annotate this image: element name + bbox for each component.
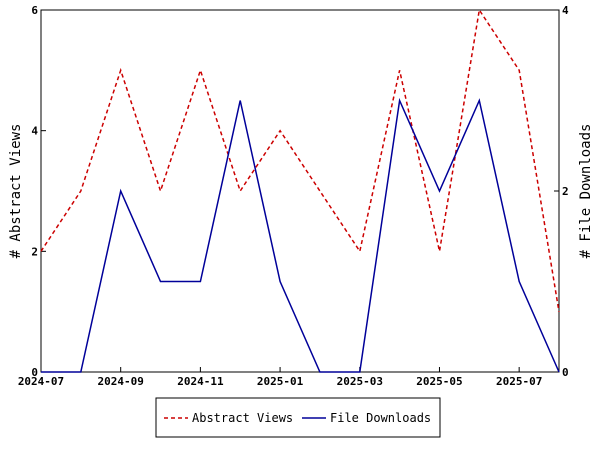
x-tick-label-2024-09: 2024-09 [98, 375, 144, 388]
legend-box [155, 397, 441, 438]
x-tick-label-2025-07: 2025-07 [496, 375, 542, 388]
y-left-tick-label-6: 6 [31, 4, 38, 17]
x-tick-label-2025-01: 2025-01 [257, 375, 304, 388]
legend-label-file-downloads: File Downloads [330, 411, 431, 425]
legend: Abstract Views File Downloads [155, 397, 441, 438]
x-axis-ticks: 2024-07 2024-09 2024-11 2025-01 2025-03 2025-… [18, 367, 542, 388]
y-right-tick-label-0: 0 [562, 366, 569, 379]
y-left-axis-title: # Abstract Views [8, 124, 24, 259]
y-right-tick-label-4: 4 [562, 4, 569, 17]
x-tick-label-2025-05: 2025-05 [416, 375, 462, 388]
x-tick-label-2024-07: 2024-07 [18, 375, 64, 388]
plot-area [40, 9, 560, 373]
series-line-abstract-views [40, 7, 560, 312]
y-left-tick-label-4: 4 [31, 125, 38, 138]
y-left-tick-label-0: 0 [31, 366, 38, 379]
series-lines [40, 7, 560, 373]
x-tick-label-2024-11: 2024-11 [177, 375, 224, 388]
y-right-axis-ticks: 0 2 4 [554, 4, 569, 379]
series-line-file-downloads [41, 97, 560, 373]
y-right-tick-label-2: 2 [562, 185, 569, 198]
x-tick-label-2025-03: 2025-03 [337, 375, 383, 388]
y-left-tick-label-2: 2 [31, 245, 38, 258]
y-right-axis-title: # File Downloads [578, 124, 594, 259]
legend-label-abstract-views: Abstract Views [192, 411, 293, 425]
